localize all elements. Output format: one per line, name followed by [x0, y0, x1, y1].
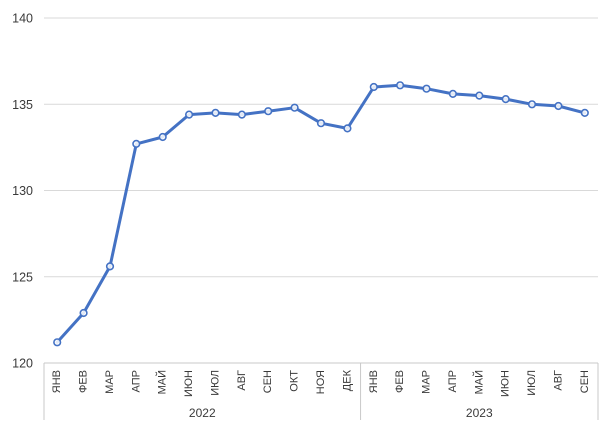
- data-point[interactable]: [527, 100, 537, 109]
- x-tick-label: ФЕВ: [78, 370, 90, 393]
- y-tick-label: 140: [12, 12, 33, 26]
- x-tick-label: СЕН: [262, 370, 274, 393]
- data-point[interactable]: [343, 124, 352, 133]
- x-tick-label: АВГ: [552, 370, 564, 391]
- data-point[interactable]: [290, 103, 299, 112]
- data-point[interactable]: [105, 262, 115, 271]
- y-tick-label: 130: [12, 184, 33, 198]
- data-point[interactable]: [132, 139, 141, 148]
- data-point[interactable]: [158, 132, 167, 142]
- data-point[interactable]: [53, 338, 62, 347]
- data-point[interactable]: [211, 108, 220, 117]
- x-tick-label: ИЮН: [500, 370, 512, 397]
- x-tick-label: ИЮН: [183, 370, 195, 397]
- data-point[interactable]: [448, 89, 458, 98]
- x-tick-label: ЯНВ: [368, 370, 380, 393]
- data-point[interactable]: [501, 94, 510, 104]
- x-tick-label: ИЮЛ: [526, 370, 538, 396]
- data-point[interactable]: [580, 108, 589, 117]
- x-tick-label: АПР: [130, 370, 142, 392]
- x-tick-label: АПР: [447, 370, 459, 392]
- x-tick-label: ФЕВ: [394, 370, 406, 393]
- data-point[interactable]: [264, 107, 273, 116]
- year-label: 2023: [466, 406, 493, 420]
- year-label: 2022: [189, 406, 216, 420]
- x-tick-label: ЯНВ: [51, 370, 63, 393]
- x-tick-label: МАЙ: [156, 370, 169, 394]
- x-tick-label: АВГ: [236, 370, 248, 391]
- data-point[interactable]: [422, 84, 431, 93]
- y-tick-label: 120: [12, 357, 33, 371]
- data-point[interactable]: [396, 81, 405, 90]
- data-point[interactable]: [237, 110, 246, 119]
- x-tick-label: ОКТ: [289, 370, 301, 392]
- data-point[interactable]: [185, 110, 194, 119]
- x-tick-label: СЕН: [579, 370, 591, 393]
- x-tick-label: МАР: [104, 370, 116, 394]
- y-tick-label: 135: [12, 98, 33, 112]
- x-tick-label: ИЮЛ: [209, 370, 221, 396]
- data-point[interactable]: [369, 82, 378, 92]
- x-tick-label: МАР: [421, 370, 433, 394]
- data-point[interactable]: [316, 119, 326, 128]
- data-point[interactable]: [554, 101, 563, 111]
- x-tick-label: МАЙ: [472, 370, 485, 394]
- data-point[interactable]: [79, 308, 88, 318]
- data-point[interactable]: [475, 91, 484, 100]
- x-tick-label: ДЕК: [341, 369, 353, 391]
- y-tick-label: 125: [12, 270, 33, 284]
- x-tick-label: НОЯ: [315, 370, 327, 394]
